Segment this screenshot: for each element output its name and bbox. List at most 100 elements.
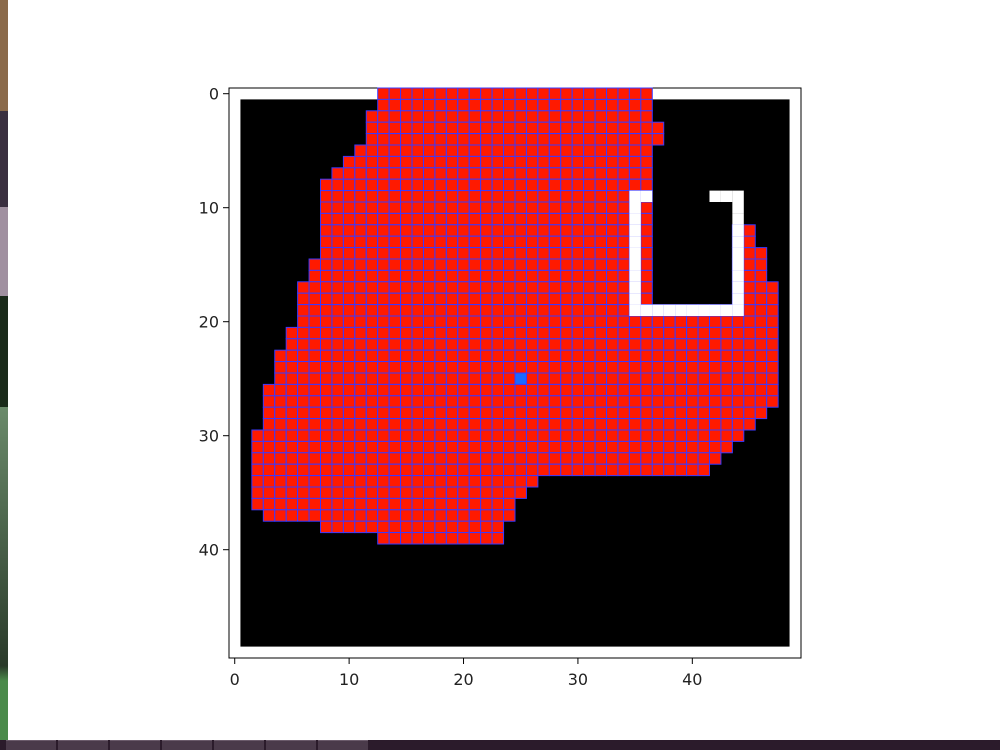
- explored-cell: [503, 201, 516, 214]
- explored-cell: [766, 292, 779, 306]
- explored-cell: [537, 326, 550, 340]
- explored-cell: [743, 247, 756, 260]
- explored-cell: [514, 361, 527, 374]
- explored-cell: [377, 383, 390, 397]
- explored-cell: [342, 509, 356, 522]
- explored-cell: [674, 326, 688, 340]
- explored-cell: [674, 338, 688, 351]
- explored-cell: [434, 349, 447, 363]
- explored-cell: [628, 315, 642, 328]
- explored-cell: [617, 418, 630, 431]
- explored-cell: [445, 304, 459, 317]
- explored-cell: [365, 326, 379, 340]
- wall-cell: [629, 190, 641, 202]
- explored-cell: [503, 361, 516, 374]
- explored-cell: [583, 429, 596, 442]
- explored-cell: [308, 315, 322, 328]
- explored-cell: [468, 281, 482, 294]
- explored-cell: [571, 429, 585, 442]
- explored-cell: [503, 87, 516, 100]
- explored-cell: [445, 98, 459, 112]
- taskbar-item[interactable]: [6, 740, 56, 750]
- explored-cell: [354, 224, 367, 237]
- explored-cell: [445, 372, 459, 385]
- explored-cell: [365, 201, 379, 214]
- explored-cell: [571, 247, 585, 260]
- taskbar-item[interactable]: [58, 740, 108, 750]
- explored-cell: [583, 201, 596, 214]
- explored-cell: [320, 383, 333, 397]
- explored-cell: [617, 395, 630, 408]
- explored-cell: [491, 121, 505, 135]
- explored-cell: [594, 167, 608, 180]
- taskbar-item[interactable]: [318, 740, 368, 750]
- explored-cell: [514, 133, 527, 146]
- explored-cell: [686, 452, 699, 465]
- explored-cell: [560, 304, 573, 317]
- explored-cell: [377, 429, 390, 442]
- y-axis-ticks: 0 10 20 30 40: [199, 85, 229, 560]
- explored-cell: [606, 406, 619, 420]
- explored-cell: [617, 224, 630, 237]
- explored-cell: [342, 155, 356, 169]
- explored-cell: [445, 281, 459, 294]
- taskbar-item[interactable]: [266, 740, 316, 750]
- explored-cell: [594, 406, 608, 420]
- explored-cell: [606, 304, 619, 317]
- explored-cell: [594, 452, 608, 465]
- explored-cell: [514, 190, 527, 203]
- taskbar-item[interactable]: [162, 740, 212, 750]
- explored-cell: [686, 338, 699, 351]
- explored-cell: [468, 475, 482, 488]
- explored-cell: [434, 155, 447, 169]
- explored-cell: [583, 224, 596, 237]
- explored-cell: [640, 133, 653, 146]
- explored-cell: [320, 224, 333, 237]
- explored-cell: [663, 338, 676, 351]
- explored-cell: [503, 463, 516, 477]
- explored-cell: [342, 201, 356, 214]
- explored-cell: [640, 269, 653, 283]
- explored-cell: [617, 121, 630, 135]
- explored-cell: [560, 452, 573, 465]
- explored-cell: [514, 475, 527, 488]
- explored-cell: [491, 338, 505, 351]
- explored-cell: [422, 532, 436, 545]
- explored-cell: [285, 338, 299, 351]
- explored-cell: [697, 338, 710, 351]
- explored-cell: [457, 429, 470, 442]
- explored-cell: [503, 121, 516, 135]
- taskbar-item[interactable]: [110, 740, 160, 750]
- explored-cell: [297, 315, 310, 328]
- explored-cell: [400, 155, 413, 169]
- explored-cell: [697, 395, 710, 408]
- explored-cell: [445, 406, 459, 420]
- explored-cell: [342, 315, 356, 328]
- explored-cell: [388, 486, 402, 499]
- explored-cell: [491, 315, 505, 328]
- explored-cell: [468, 452, 482, 465]
- explored-cell: [388, 315, 402, 328]
- explored-cell: [514, 224, 527, 237]
- explored-cell: [480, 98, 493, 112]
- wall-cell: [675, 304, 687, 316]
- explored-cell: [571, 98, 585, 112]
- explored-cell: [274, 406, 287, 420]
- explored-cell: [468, 178, 482, 192]
- explored-cell: [480, 212, 493, 226]
- explored-cell: [594, 361, 608, 374]
- explored-cell: [514, 452, 527, 465]
- explored-cell: [457, 304, 470, 317]
- explored-cell: [571, 418, 585, 431]
- explored-cell: [628, 418, 642, 431]
- explored-cell: [560, 338, 573, 351]
- explored-cell: [720, 361, 733, 374]
- explored-cell: [731, 338, 745, 351]
- explored-cell: [548, 452, 562, 465]
- explored-cell: [743, 349, 756, 363]
- explored-cell: [297, 326, 310, 340]
- taskbar-item[interactable]: [214, 740, 264, 750]
- explored-cell: [457, 269, 470, 283]
- explored-cell: [548, 383, 562, 397]
- explored-cell: [491, 463, 505, 477]
